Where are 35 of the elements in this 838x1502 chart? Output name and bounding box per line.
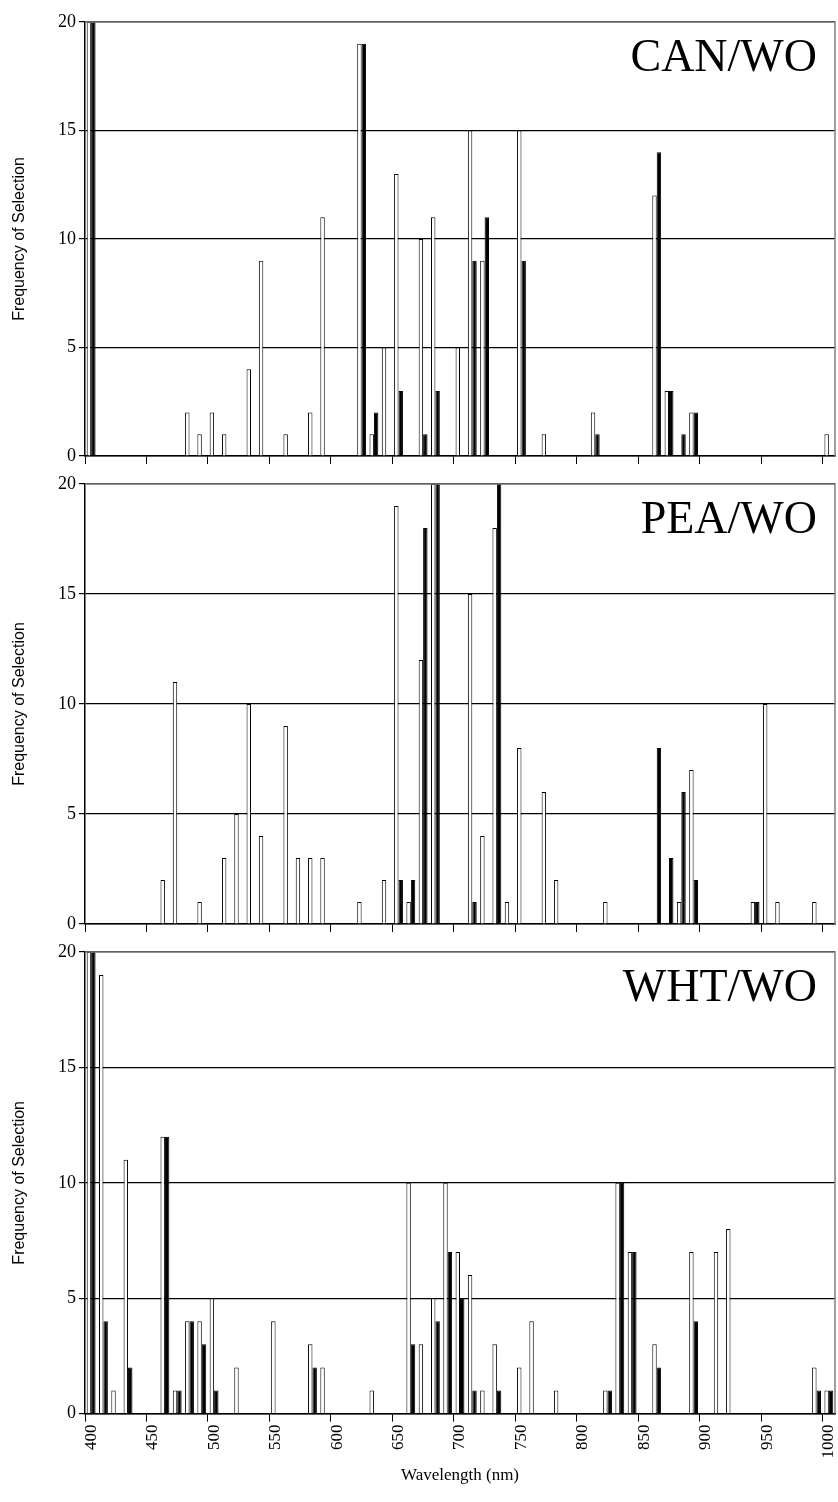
y-tick-label: 5 [67, 802, 76, 823]
x-tick-label: 500 [203, 1424, 223, 1451]
y-tick-label: 15 [58, 1056, 76, 1077]
x-tick-label: 850 [633, 1424, 653, 1451]
y-tick-label: 15 [58, 119, 76, 140]
y-tick-label: 10 [58, 1171, 76, 1192]
chart-title: PEA/WO [640, 492, 817, 544]
y-tick-label: 20 [58, 10, 76, 31]
x-tick-label: 650 [387, 1424, 407, 1451]
x-tick-label: 750 [510, 1424, 530, 1451]
y-tick-label: 0 [67, 1402, 76, 1423]
x-tick-label: 600 [326, 1424, 346, 1451]
y-tick-label: 15 [58, 582, 76, 603]
x-axis-title: Wavelength (nm) [400, 1465, 520, 1485]
chart-title: CAN/WO [630, 30, 817, 82]
y-axis-title: Frequency of Selection [10, 157, 28, 321]
y-tick-label: 10 [58, 227, 76, 248]
y-axis-title: Frequency of Selection [10, 622, 28, 786]
x-tick-label: 450 [142, 1424, 162, 1451]
y-axis-title: Frequency of Selection [10, 1100, 28, 1265]
x-tick-label: 800 [572, 1424, 592, 1451]
y-tick-label: 0 [67, 444, 76, 465]
x-tick-label: 1000 [818, 1424, 838, 1459]
y-tick-label: 5 [67, 1286, 76, 1307]
x-tick-label: 700 [449, 1424, 469, 1451]
x-tick-label: 900 [695, 1424, 715, 1451]
x-tick-label: 950 [756, 1424, 776, 1451]
chart-title: WHT/WO [622, 960, 817, 1012]
x-tick-label: 400 [80, 1424, 100, 1451]
y-tick-label: 10 [58, 692, 76, 713]
y-tick-label: 20 [58, 940, 76, 961]
y-tick-label: 0 [67, 912, 76, 933]
y-tick-label: 5 [67, 336, 76, 357]
y-tick-label: 20 [58, 472, 76, 493]
x-tick-label: 550 [265, 1424, 285, 1451]
